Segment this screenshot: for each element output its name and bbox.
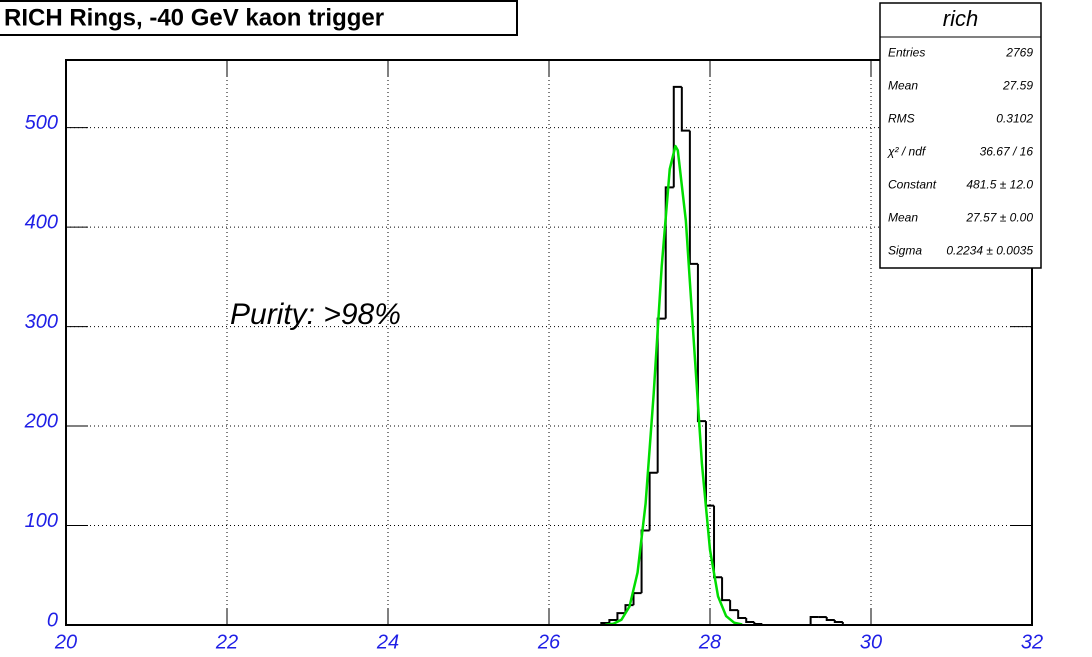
histogram-bin xyxy=(809,616,819,625)
annotation: Purity: >98% xyxy=(230,298,401,331)
chart-title: RICH Rings, -40 GeV kaon trigger xyxy=(4,4,384,31)
y-tick-label: 300 xyxy=(25,311,58,333)
stats-value: 2769 xyxy=(1005,46,1033,60)
x-tick-label: 30 xyxy=(860,631,882,653)
stats-value: 36.67 / 16 xyxy=(980,145,1034,159)
stats-label: Mean xyxy=(888,211,918,225)
stats-label: Constant xyxy=(888,178,937,192)
stats-label: Sigma xyxy=(888,244,922,258)
y-tick-label: 100 xyxy=(25,510,58,532)
histogram-bin xyxy=(721,577,731,602)
stats-label: χ² / ndf xyxy=(887,145,927,159)
stats-label: Entries xyxy=(888,46,925,60)
histogram-bin xyxy=(833,620,843,624)
histogram-bin xyxy=(648,471,658,531)
x-tick-label: 28 xyxy=(698,631,721,653)
stats-title: rich xyxy=(943,6,978,31)
histogram-bin xyxy=(729,600,739,612)
title-box xyxy=(0,0,518,36)
stats-value: 27.57 ± 0.00 xyxy=(965,211,1033,225)
histogram-bin xyxy=(616,612,626,621)
histogram-bin xyxy=(825,617,835,622)
stats-value: 481.5 ± 12.0 xyxy=(966,178,1033,192)
fit-curve xyxy=(605,144,743,626)
x-tick-label: 20 xyxy=(54,631,77,653)
x-tick-label: 22 xyxy=(215,631,238,653)
histogram-bin xyxy=(680,86,690,132)
y-tick-label: 0 xyxy=(47,609,58,631)
histogram-bin xyxy=(608,619,618,624)
stats-value: 0.2234 ± 0.0035 xyxy=(946,244,1033,258)
stats-value: 0.3102 xyxy=(996,112,1033,126)
stats-box xyxy=(879,2,1042,269)
histogram-bin xyxy=(737,610,747,620)
x-tick-label: 24 xyxy=(376,631,399,653)
x-tick-label: 32 xyxy=(1021,631,1043,653)
x-tick-label: 26 xyxy=(537,631,561,653)
stats-value: 27.59 xyxy=(1002,79,1033,93)
stats-label: Mean xyxy=(888,79,918,93)
y-tick-label: 200 xyxy=(24,410,58,432)
histogram-bin xyxy=(745,618,755,624)
stats-label: RMS xyxy=(888,112,915,126)
histogram-bin xyxy=(664,186,674,319)
plot-frame xyxy=(65,59,1033,626)
y-tick-label: 400 xyxy=(25,211,58,233)
y-tick-label: 500 xyxy=(25,112,58,134)
